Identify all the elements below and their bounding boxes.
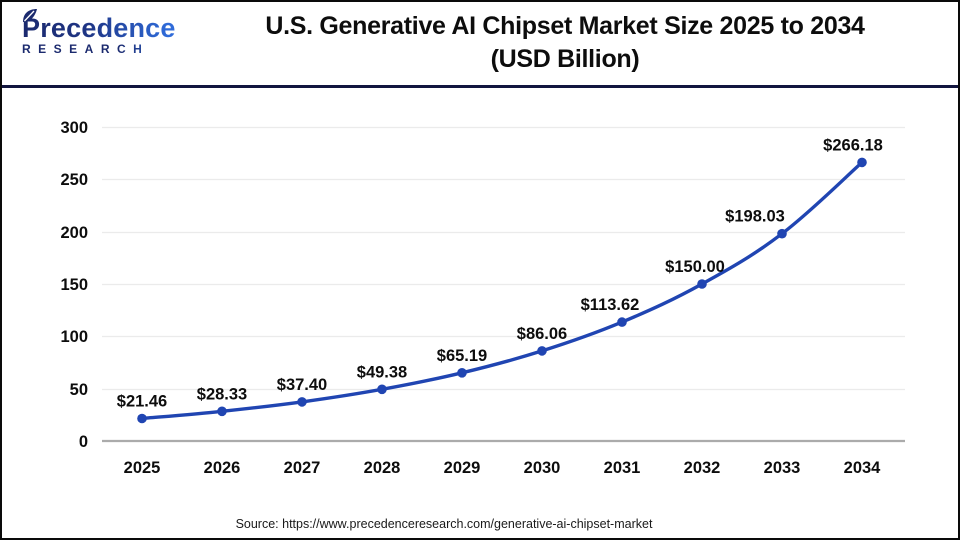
x-tick-label: 2025 xyxy=(124,459,161,477)
data-label: $37.40 xyxy=(277,376,327,394)
y-tick-label: 200 xyxy=(60,224,88,242)
data-point xyxy=(377,384,387,395)
y-tick-label: 300 xyxy=(60,119,88,137)
x-tick-label: 2033 xyxy=(764,459,801,477)
x-tick-label: 2031 xyxy=(604,459,641,477)
y-tick-label: 100 xyxy=(60,328,88,346)
data-point xyxy=(457,368,467,378)
x-tick-label: 2028 xyxy=(364,459,401,477)
data-label: $28.33 xyxy=(197,385,247,403)
data-label: $86.06 xyxy=(517,325,567,343)
x-tick-label: 2030 xyxy=(524,459,561,477)
data-point xyxy=(697,279,707,289)
data-label: $65.19 xyxy=(437,347,487,365)
y-tick-label: 50 xyxy=(70,381,88,399)
data-point xyxy=(857,157,867,168)
data-label: $266.18 xyxy=(823,136,883,154)
x-tick-label: 2027 xyxy=(284,459,321,477)
market-size-line-chart: 0 50 100 150 200 250 300 2025 2026 2027 2028 2029 20… xyxy=(60,119,905,477)
data-label: $198.03 xyxy=(725,208,785,226)
data-label: $21.46 xyxy=(117,393,167,411)
y-tick-label: 0 xyxy=(79,433,88,451)
leaf-icon xyxy=(23,9,37,22)
logo-subname: RESEARCH xyxy=(22,43,176,55)
x-tick-label: 2029 xyxy=(444,459,481,477)
page-title-line1: U.S. Generative AI Chipset Market Size 2… xyxy=(265,12,865,40)
y-tick-label: 250 xyxy=(60,171,88,189)
header: Precedence RESEARCH U.S. Generative AI C… xyxy=(2,2,958,85)
data-label: $113.62 xyxy=(581,296,640,314)
header-divider xyxy=(2,85,958,88)
data-point xyxy=(777,228,787,239)
page-title-line2: (USD Billion) xyxy=(490,45,640,73)
data-point xyxy=(297,397,307,407)
x-tick-label: 2032 xyxy=(684,459,721,477)
series-line xyxy=(140,160,864,421)
logo-name: Precedence xyxy=(22,13,176,43)
y-tick-label: 150 xyxy=(60,276,88,294)
data-label: $150.00 xyxy=(665,258,725,276)
data-point xyxy=(617,317,627,327)
data-point xyxy=(217,406,227,417)
data-label: $49.38 xyxy=(357,363,407,381)
data-point xyxy=(137,413,147,424)
x-tick-label: 2026 xyxy=(204,459,241,477)
x-tick-label: 2034 xyxy=(844,459,882,477)
data-point xyxy=(537,346,547,356)
source-text: Source: https://www.precedenceresearch.c… xyxy=(235,517,653,531)
precedence-logo: Precedence RESEARCH xyxy=(22,9,176,55)
page-title: U.S. Generative AI Chipset Market Size 2… xyxy=(172,2,958,76)
